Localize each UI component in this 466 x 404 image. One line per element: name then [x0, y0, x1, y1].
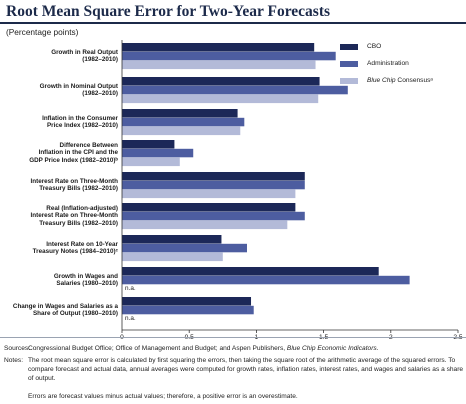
category-label: Difference Between Inflation in the CPI a…	[0, 142, 118, 164]
category-label-line: Growth in Nominal Output	[39, 82, 118, 90]
bar-cbo	[122, 297, 252, 306]
bar-cbo	[122, 172, 305, 181]
chart-title: Root Mean Square Error for Two-Year Fore…	[6, 3, 331, 20]
bar-administration	[122, 305, 254, 315]
bar-administration	[122, 117, 245, 127]
bars-group	[122, 43, 410, 315]
category-label-line: (1982–2010)	[82, 90, 118, 98]
legend-swatch-cbo	[340, 44, 358, 50]
sources-text-part2: .	[376, 345, 379, 352]
errors-text: Errors are forecast values minus actual …	[28, 393, 298, 400]
bar-cbo	[122, 203, 296, 212]
bar-administration	[122, 275, 410, 285]
bar-administration	[122, 85, 348, 95]
category-label: Growth in Real Output (1982–2010)	[0, 49, 118, 64]
category-label-line: Treasury Bills (1982–2010)	[39, 219, 118, 227]
category-label-line: (1982–2010)	[82, 56, 118, 64]
legend-label-blue-chip: Blue Chip Consensusᵃ	[367, 77, 433, 84]
category-label: Growth in Wages and Salaries (1980–2010)	[0, 273, 118, 288]
notes-label: Notes:	[4, 357, 24, 364]
na-label: n.a.	[125, 285, 136, 293]
legend-swatch-blue-chip	[340, 78, 358, 84]
category-label: Change in Wages and Salaries as a Share o…	[0, 303, 118, 318]
category-label: Real (Inflation-adjusted) Interest Rate o…	[0, 205, 118, 227]
bar-blue-chip-consensus	[122, 189, 296, 199]
category-label-line: Difference Between	[59, 141, 118, 149]
category-label: Interest Rate on 10-Year Treasury Notes (…	[0, 241, 118, 256]
category-label: Growth in Nominal Output (1982–2010)	[0, 83, 118, 98]
legend-swatch-administration	[340, 61, 358, 67]
category-label-line: Interest Rate on Three-Month	[30, 212, 118, 220]
bar-administration	[122, 148, 194, 158]
category-label-line: GDP Price Index (1982–2010)ᵇ	[29, 156, 118, 164]
category-label-line: Interest Rate on Three-Month	[30, 177, 118, 185]
bar-administration	[122, 180, 305, 190]
na-label: n.a.	[125, 315, 136, 323]
footer-rule	[0, 337, 466, 338]
sources-text: Congressional Budget Office; Office of M…	[28, 344, 464, 353]
bar-administration	[122, 243, 247, 253]
category-label-line: Growth in Wages and	[53, 272, 118, 280]
legend-label-blue-chip-italic: Blue Chip	[367, 77, 396, 84]
legend-label-blue-chip-rest: Consensusᵃ	[395, 77, 433, 84]
chart-subtitle: (Percentage points)	[6, 27, 79, 37]
category-label-line: Growth in Real Output	[51, 48, 118, 56]
category-label-line: Real (Inflation-adjusted)	[46, 204, 118, 212]
bar-blue-chip-consensus	[122, 252, 223, 262]
category-label-line: Inflation in the Consumer	[42, 114, 118, 122]
category-label-line: Interest Rate on 10-Year	[46, 240, 118, 248]
bar-blue-chip-consensus	[122, 94, 319, 104]
category-label-line: Change in Wages and Salaries as a	[12, 302, 118, 310]
bar-cbo	[122, 77, 320, 86]
category-label: Interest Rate on Three-Month Treasury Bil…	[0, 178, 118, 193]
bar-blue-chip-consensus	[122, 220, 288, 230]
title-rule	[0, 22, 466, 24]
chart-canvas	[121, 40, 459, 333]
sources-text-part1: Congressional Budget Office; Office of M…	[28, 345, 287, 352]
category-label-line: Treasury Bills (1982–2010)	[39, 185, 118, 193]
bar-administration	[122, 211, 305, 221]
category-label-line: Treasury Notes (1984–2010)ᶜ	[32, 248, 118, 256]
category-label-line: Share of Output (1980–2010)	[32, 310, 118, 318]
notes-text: The root mean square error is calculated…	[28, 357, 464, 383]
sources-label: Sources:	[4, 345, 31, 352]
category-label-line: Price Index (1982–2010)	[46, 122, 118, 130]
bar-cbo	[122, 109, 238, 118]
bar-cbo	[122, 43, 315, 52]
category-label-line: Inflation in the CPI and the	[38, 149, 118, 157]
bar-blue-chip-consensus	[122, 60, 316, 70]
sources-text-italic: Blue Chip Economic Indicators	[286, 345, 377, 352]
legend-label-cbo: CBO	[367, 43, 382, 50]
legend-label-administration: Administration	[367, 60, 409, 67]
category-label-line: Salaries (1980–2010)	[56, 280, 118, 288]
category-label: Inflation in the Consumer Price Index (19…	[0, 115, 118, 130]
bar-blue-chip-consensus	[122, 126, 241, 136]
bar-cbo	[122, 267, 379, 276]
bar-cbo	[122, 140, 175, 149]
bar-administration	[122, 51, 336, 61]
bar-cbo	[122, 235, 222, 244]
bar-blue-chip-consensus	[122, 157, 180, 167]
